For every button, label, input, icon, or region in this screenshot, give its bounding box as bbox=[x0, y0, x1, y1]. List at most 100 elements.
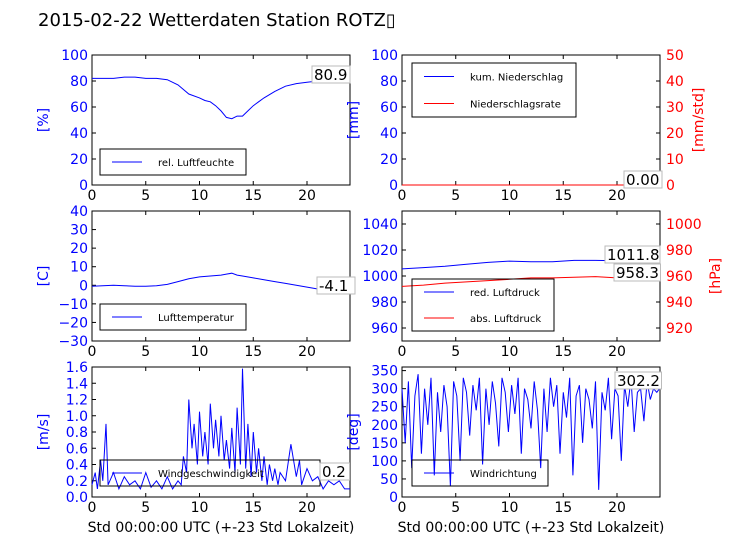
y-tick-label-right: 940 bbox=[666, 295, 693, 311]
y-tick-label: 960 bbox=[371, 321, 398, 337]
legend-box bbox=[411, 459, 549, 487]
annotation-text: 80.9 bbox=[314, 66, 347, 84]
y-tick-label-right: 50 bbox=[666, 48, 684, 64]
legend: Lufttemperatur bbox=[99, 303, 247, 331]
y-tick-label: 100 bbox=[371, 454, 398, 470]
panel-precipitation: 0 5 10 15 20 0 20 40 60 80 100 0 10 20 30 40 50 [mm] [mm/s… bbox=[346, 48, 707, 204]
y-tick-label: 1.6 bbox=[66, 360, 88, 376]
y-tick-label: 0.6 bbox=[66, 441, 88, 457]
y-tick-label: 40 bbox=[70, 204, 88, 220]
x-tick-label: 20 bbox=[298, 500, 316, 516]
annotation-text: 0.00 bbox=[626, 171, 659, 189]
series-line-0 bbox=[91, 272, 351, 294]
y-tick-label-right: 1000 bbox=[666, 217, 702, 233]
y-tick-label: 1.4 bbox=[66, 376, 88, 392]
x-tick-label: 15 bbox=[554, 188, 572, 204]
y-tick-label: −30 bbox=[58, 334, 88, 350]
x-tick-label: 20 bbox=[298, 188, 316, 204]
y-tick-label: 300 bbox=[371, 382, 398, 398]
y-tick-label: 150 bbox=[371, 436, 398, 452]
y-tick-label: 250 bbox=[371, 400, 398, 416]
annotation-box bbox=[613, 263, 661, 282]
y-tick-label: 40 bbox=[380, 126, 398, 142]
legend-label-1: Niederschlagsrate bbox=[470, 100, 561, 111]
x-tick-label: 15 bbox=[244, 344, 262, 360]
x-tick-label: 5 bbox=[451, 344, 460, 360]
value-annotation-1: 958.3 bbox=[613, 263, 661, 282]
figure-title: 2015-02-22 Wetterdaten Station ROTZ▯ bbox=[38, 10, 396, 31]
x-tick-label: 10 bbox=[501, 188, 519, 204]
x-tick-label: 15 bbox=[244, 500, 262, 516]
x-tick-label: 0 bbox=[88, 500, 97, 516]
value-annotation-0: 80.9 bbox=[311, 65, 351, 84]
value-annotation-0: 0.2 bbox=[319, 462, 350, 481]
y-tick-label-right: 0 bbox=[666, 178, 675, 194]
plot-frame bbox=[91, 54, 351, 186]
legend-label-0: red. Luftdruck bbox=[470, 288, 540, 299]
x-tick-label: 0 bbox=[398, 344, 407, 360]
annotation-box bbox=[319, 462, 350, 481]
y-axis-label: [deg] bbox=[346, 413, 362, 450]
y-tick-label: 0.4 bbox=[66, 458, 88, 474]
y-tick-label: 30 bbox=[70, 223, 88, 239]
plot-frame bbox=[91, 210, 351, 342]
y-tick-label-right: 40 bbox=[666, 74, 684, 90]
y-axis-label: [hPa] bbox=[708, 258, 724, 294]
x-tick-label: 20 bbox=[298, 344, 316, 360]
series-line-0 bbox=[91, 368, 350, 491]
y-tick-label: 1000 bbox=[362, 269, 398, 285]
legend-label-0: kum. Niederschlag bbox=[470, 73, 563, 84]
y-tick-label: 100 bbox=[371, 48, 398, 64]
series-line-0 bbox=[92, 76, 350, 120]
x-tick-label: 20 bbox=[608, 188, 626, 204]
y-tick-label: 80 bbox=[380, 74, 398, 90]
legend-box bbox=[99, 148, 247, 176]
y-axis-label: [C] bbox=[36, 266, 52, 287]
x-tick-label: 15 bbox=[554, 500, 572, 516]
y-tick-label: 50 bbox=[380, 472, 398, 488]
annotation-box bbox=[604, 245, 661, 264]
y-tick-label: 1020 bbox=[362, 243, 398, 259]
y-tick-label: 980 bbox=[371, 295, 398, 311]
y-tick-label-right: 980 bbox=[666, 243, 693, 259]
y-tick-label: 80 bbox=[70, 74, 88, 90]
plot-frame bbox=[401, 366, 661, 498]
legend-label-0: Lufttemperatur bbox=[158, 313, 235, 324]
legend-box bbox=[411, 278, 555, 332]
y-tick-label: 0.8 bbox=[66, 425, 88, 441]
y-tick-label: 0.0 bbox=[66, 490, 88, 506]
x-tick-label: 10 bbox=[501, 344, 519, 360]
x-axis-label: Std 00:00:00 UTC (+-23 Std Lokalzeit) bbox=[398, 520, 665, 536]
y-tick-label: 60 bbox=[380, 100, 398, 116]
legend-label-1: abs. Luftdruck bbox=[470, 314, 541, 325]
legend: Windrichtung bbox=[411, 459, 549, 487]
panel-temperature: 0 5 10 15 20 −30 −20 −10 0 10 20 30 40 [C] Lufttempera… bbox=[36, 204, 356, 360]
y-tick-label: 10 bbox=[70, 260, 88, 276]
legend-label-0: Windrichtung bbox=[470, 469, 537, 480]
y-tick-label: 0 bbox=[389, 178, 398, 194]
legend-box bbox=[411, 62, 577, 118]
series-line-0 bbox=[401, 374, 661, 490]
y-tick-label-right: 10 bbox=[666, 152, 684, 168]
annotation-box bbox=[316, 276, 356, 295]
y-tick-label: 1040 bbox=[362, 217, 398, 233]
y-axis-label: [m/s] bbox=[36, 414, 52, 451]
annotation-text: 1011.8 bbox=[607, 246, 660, 264]
y-tick-label: −20 bbox=[58, 315, 88, 331]
x-tick-label: 5 bbox=[451, 188, 460, 204]
y-tick-label: 60 bbox=[70, 100, 88, 116]
panel-wind_speed: 0 5 10 15 200.00.20.40.60.81.01.21.41.6[m/s]… bbox=[36, 360, 354, 536]
annotation-text: 0.2 bbox=[322, 463, 346, 481]
y-axis-label: [%] bbox=[36, 108, 52, 132]
value-annotation-0: 302.2 bbox=[614, 371, 662, 390]
y-axis-label: [mm] bbox=[346, 101, 362, 139]
x-axis-label: Std 00:00:00 UTC (+-23 Std Lokalzeit) bbox=[88, 520, 355, 536]
y-axis-label-right: [mm/std] bbox=[691, 88, 707, 153]
y-tick-label-right: 920 bbox=[666, 321, 693, 337]
x-tick-label: 20 bbox=[608, 500, 626, 516]
x-tick-label: 0 bbox=[88, 344, 97, 360]
legend: rel. Luftfeuchte bbox=[99, 148, 247, 176]
legend: kum. Niederschlag Niederschlagsrate bbox=[411, 62, 577, 118]
